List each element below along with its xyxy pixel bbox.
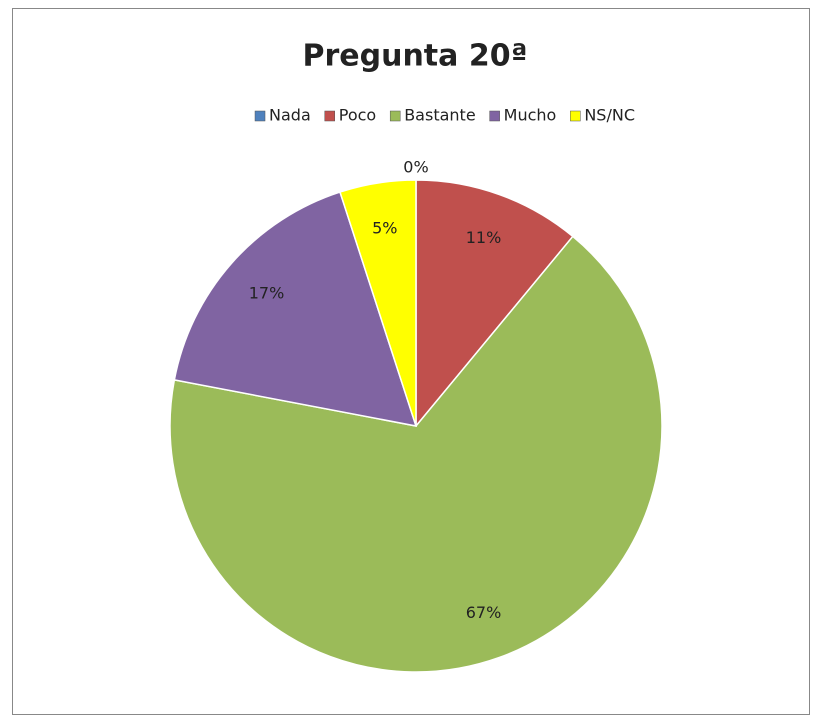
- legend-swatch: [324, 110, 335, 122]
- legend-label: Poco: [339, 106, 376, 125]
- data-label: 17%: [249, 284, 285, 303]
- legend-swatch: [570, 110, 581, 122]
- chart-title: Pregunta 20ª: [302, 39, 527, 74]
- pie-slice: [173, 191, 418, 427]
- pie-slice: [339, 179, 417, 427]
- legend-label: Mucho: [504, 106, 557, 125]
- legend-label: Nada: [269, 106, 311, 125]
- data-label: 11%: [466, 228, 502, 247]
- legend-label: NS/NC: [584, 106, 635, 125]
- pie-slice: [415, 179, 574, 429]
- legend-swatch: [489, 110, 500, 122]
- legend-swatch: [254, 110, 266, 122]
- legend-label: Bastante: [404, 106, 475, 125]
- legend: Nada Poco Bastante Mucho NS/NC: [254, 106, 635, 125]
- data-label: 5%: [372, 219, 397, 238]
- pie-slice: [169, 235, 663, 673]
- data-label: 0%: [403, 158, 428, 177]
- legend-swatch: [389, 110, 401, 122]
- data-label: 67%: [466, 603, 502, 622]
